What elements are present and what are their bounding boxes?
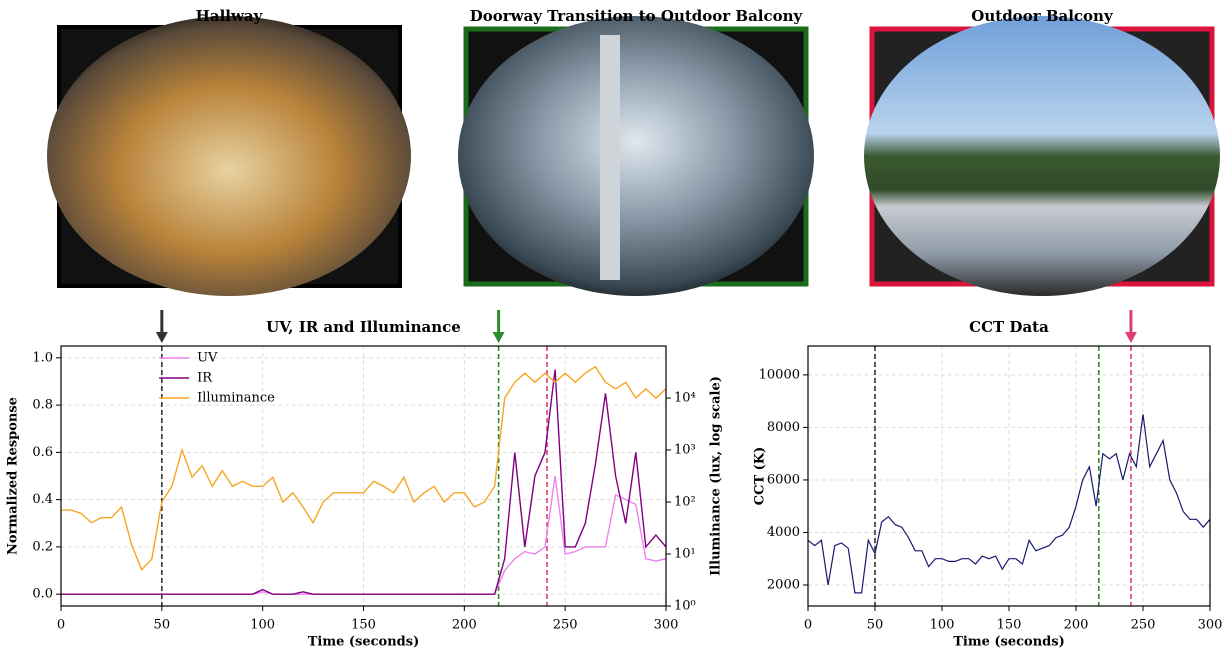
- photo-doorway: [458, 16, 814, 296]
- data-line: [61, 369, 667, 595]
- photo-title: Hallway: [196, 7, 264, 25]
- x-tick-label: 100: [930, 618, 955, 633]
- y-tick-label: 0.2: [32, 539, 53, 554]
- y2-tick-label: 10³: [674, 443, 696, 458]
- legend-label: UV: [197, 351, 218, 366]
- y-tick-label: 8000: [767, 420, 800, 435]
- x-tick-label: 150: [351, 618, 376, 633]
- x-tick-label: 150: [997, 618, 1022, 633]
- x-tick-label: 250: [553, 618, 578, 633]
- y-axis-label: Normalized Response: [6, 397, 21, 555]
- x-tick-label: 200: [452, 618, 477, 633]
- chart-title: UV, IR and Illuminance: [266, 318, 461, 336]
- x-axis-label: Time (seconds): [953, 635, 1065, 650]
- data-line: [61, 365, 667, 571]
- event-arrowhead: [1124, 332, 1137, 343]
- x-tick-label: 300: [1198, 618, 1223, 633]
- y-tick-label: 0.4: [32, 492, 53, 507]
- y-tick-label: 0.0: [32, 587, 53, 602]
- y2-tick-label: 10⁴: [674, 391, 696, 406]
- event-arrowhead: [492, 332, 505, 343]
- x-tick-label: 50: [867, 618, 884, 633]
- legend-label: IR: [197, 371, 213, 386]
- x-tick-label: 200: [1064, 618, 1089, 633]
- x-tick-label: 0: [57, 618, 65, 633]
- x-tick-label: 50: [154, 618, 171, 633]
- chart-title: CCT Data: [969, 318, 1049, 336]
- photo-title: Outdoor Balcony: [971, 7, 1114, 25]
- x-axis-label: Time (seconds): [308, 635, 420, 650]
- x-tick-label: 100: [250, 618, 275, 633]
- data-line: [807, 414, 1211, 594]
- y-tick-label: 4000: [767, 525, 800, 540]
- y2-tick-label: 10²: [674, 495, 696, 510]
- photo-title: Doorway Transition to Outdoor Balcony: [470, 7, 804, 25]
- x-tick-label: 0: [804, 618, 812, 633]
- y-axis-label: CCT (K): [753, 447, 768, 506]
- y2-tick-label: 10⁰: [674, 599, 696, 614]
- event-arrowhead: [155, 332, 168, 343]
- y-tick-label: 0.6: [32, 445, 53, 460]
- y-tick-label: 10000: [759, 367, 800, 382]
- plot-frame: [60, 345, 667, 607]
- y2-tick-label: 10¹: [674, 547, 696, 562]
- x-tick-label: 300: [654, 618, 679, 633]
- x-tick-label: 250: [1131, 618, 1156, 633]
- photo-balcony: [864, 16, 1220, 296]
- y-tick-label: 0.8: [32, 398, 53, 413]
- legend-label: Illuminance: [197, 391, 275, 406]
- y-tick-label: 1.0: [32, 350, 53, 365]
- y-tick-label: 6000: [767, 472, 800, 487]
- photo-hallway: [47, 16, 411, 296]
- plot-frame: [807, 345, 1211, 607]
- y-tick-label: 2000: [767, 577, 800, 592]
- y2-axis-label: Illuminance (lux, log scale): [709, 376, 724, 576]
